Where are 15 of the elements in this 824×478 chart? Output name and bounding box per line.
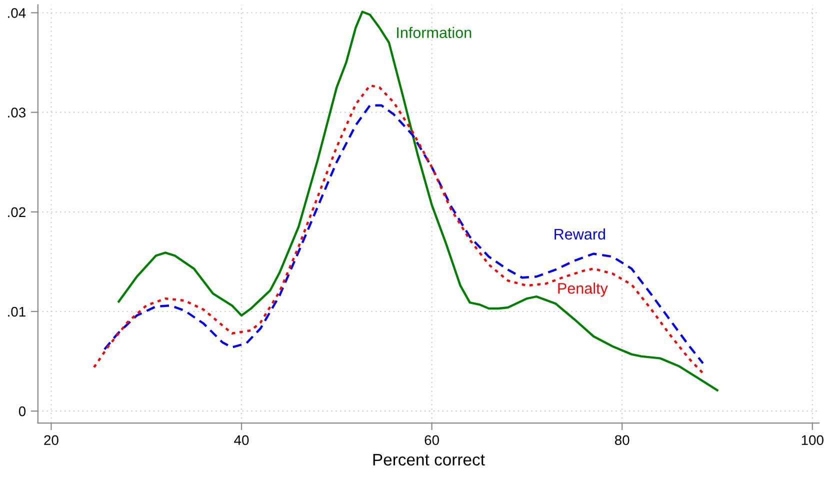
x-tick-label: 20 — [44, 435, 58, 446]
series-label: Reward — [554, 228, 606, 240]
line-series — [118, 10, 718, 392]
x-axis-title: Percent correct — [373, 454, 485, 466]
y-tick-label: 0 — [18, 406, 26, 416]
x-tick-label: 40 — [234, 435, 249, 446]
series-label: Penalty — [558, 282, 608, 297]
y-tick-label: .03 — [8, 108, 26, 118]
x-tick-label: 80 — [614, 435, 630, 446]
y-tick-label: .02 — [8, 207, 26, 218]
x-tick-label: 60 — [424, 435, 439, 446]
y-tick-label: .01 — [8, 306, 26, 317]
y-tick-label: .04 — [8, 8, 26, 18]
series-label: Information — [397, 26, 472, 38]
x-tick-label: 100 — [802, 435, 824, 446]
